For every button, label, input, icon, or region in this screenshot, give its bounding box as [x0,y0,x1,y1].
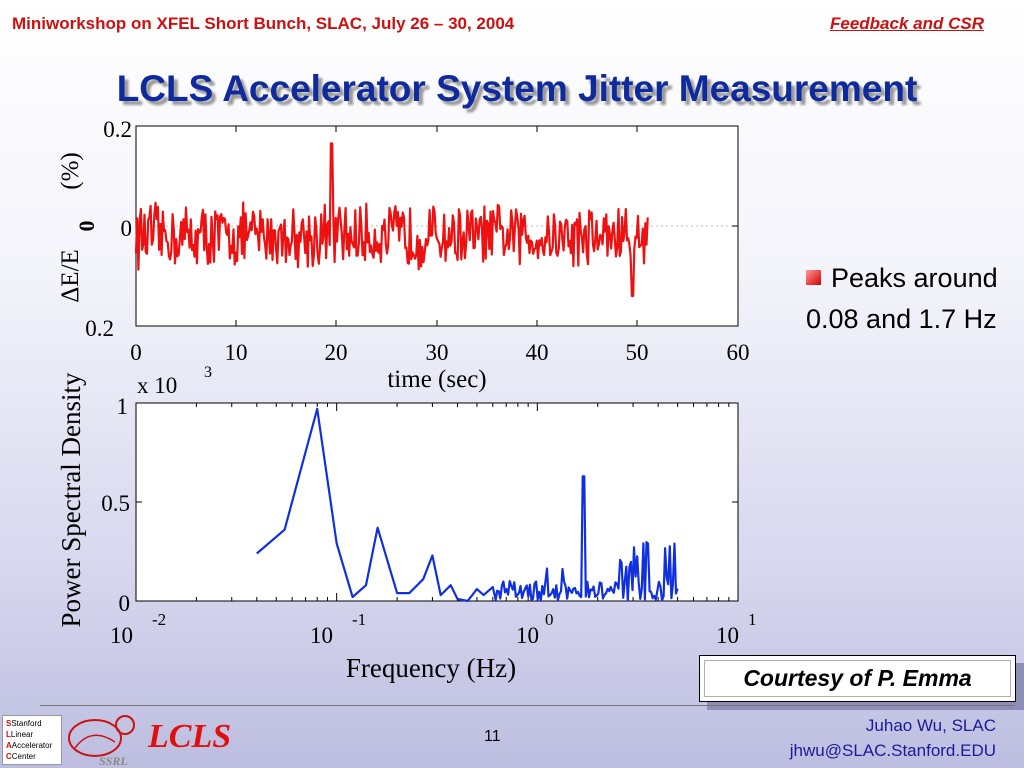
bottom-xtick-base: 10 [110,623,133,648]
top-xtick-label: 20 [325,340,348,365]
slac-logo-line: Stanford [11,719,42,728]
bottom-xtick-labels: 10 -2 10 -1 10 0 10 1 [110,610,757,648]
bottom-ticks [135,403,738,601]
bottom-xtick-exp: -1 [352,610,366,629]
top-xtick-label: 10 [225,340,248,365]
ssrl-logo-text: SSRL [99,754,128,768]
top-ylabel-unit: (%) [57,152,84,189]
bottom-ytick-max: 1 [117,394,129,419]
top-ylabel-main: ΔE/E [57,249,84,303]
slide-title: LCLS Accelerator System Jitter Measureme… [116,68,918,109]
courtesy-text: Courtesy of P. Emma [743,665,972,691]
bottom-xtick-base: 10 [516,623,539,648]
top-series-line [134,142,649,298]
top-ylabel-subscript: 0 [74,221,99,232]
bottom-xtick-base: 10 [310,623,333,648]
bullet-square-icon [806,270,821,285]
slac-logo-line: Center [11,752,36,761]
bottom-multiplier-exp: 3 [204,364,212,381]
bullet-text: Peaks around 0.08 and 1.7 Hz [806,263,998,334]
bottom-multiplier: x 10 [137,373,177,398]
top-xtick-label: 30 [426,340,449,365]
top-xtick-label: 40 [526,340,549,365]
header-workshop-title: Miniworkshop on XFEL Short Bunch, SLAC, … [12,14,515,33]
top-ytick-max: 0.2 [103,117,132,142]
bottom-xtick-base: 10 [716,623,739,648]
author-name: Juhao Wu, SLAC [865,716,996,735]
bottom-ytick-mid: 0.5 [101,491,130,516]
bullet-peaks: Peaks around 0.08 and 1.7 Hz [806,258,1006,340]
bottom-ytick-zero: 0 [119,591,131,616]
courtesy-inner-border [704,660,1011,697]
lcls-logo: LCLS [148,718,232,755]
ssrl-logo: SSRL [68,715,135,768]
header-section-link[interactable]: Feedback and CSR [830,14,984,33]
bottom-xtick-exp: 0 [545,610,554,629]
slac-logo: SStanford LLinear AAccelerator CCenter [2,715,62,765]
top-ylabel: ΔE/E 0 (%) [57,152,99,303]
top-xtick-label: 50 [626,340,649,365]
footer-divider [40,705,1014,706]
bottom-xlabel: Frequency (Hz) [346,653,516,683]
top-ytick-min: 0.2 [85,316,114,341]
top-xlabel: time (sec) [387,366,486,393]
bottom-ylabel: Power Spectral Density [56,372,86,627]
bottom-series-line [256,407,679,603]
top-xtick-labels: 0 10 20 30 40 50 60 [130,340,749,365]
top-xtick-label: 60 [727,340,750,365]
courtesy-box: Courtesy of P. Emma [699,655,1016,702]
page-number: 11 [484,728,501,745]
top-xtick-label: 0 [130,340,142,365]
slac-logo-line: Linear [10,730,34,739]
author-info: Juhao Wu, SLAC jhwu@SLAC.Stanford.EDU [790,713,996,763]
bottom-xtick-exp: -2 [152,610,166,629]
top-ytick-zero: 0 [121,216,133,241]
bottom-chart-frame [135,402,739,602]
slac-logo-line: Accelerator [11,741,53,750]
author-email[interactable]: jhwu@SLAC.Stanford.EDU [789,741,996,760]
bottom-xtick-exp: 1 [748,610,757,629]
